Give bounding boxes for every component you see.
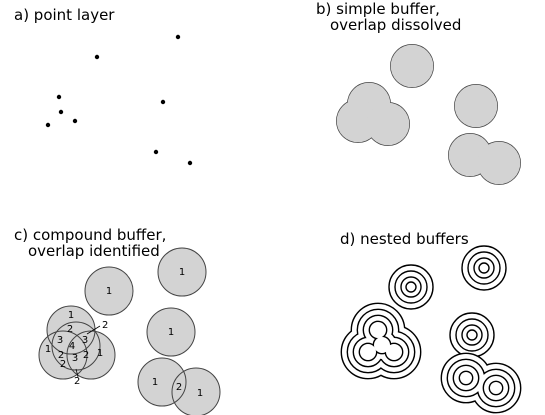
region-label: 1 bbox=[197, 388, 203, 399]
region-label: 1 bbox=[97, 348, 103, 359]
compound-buffer-outlines bbox=[38, 247, 221, 415]
point-marker bbox=[72, 118, 78, 124]
region-label: 1 bbox=[179, 267, 185, 278]
point-marker bbox=[58, 109, 64, 115]
region-label: 3 bbox=[82, 335, 88, 346]
point-marker bbox=[56, 94, 62, 100]
region-label: 2 bbox=[83, 350, 89, 361]
callout-line-right bbox=[86, 325, 101, 335]
panel-c-title-line2: overlap identified bbox=[28, 242, 160, 260]
region-label: 1 bbox=[45, 344, 51, 355]
region-label: 2 bbox=[176, 382, 182, 393]
point-marker bbox=[187, 160, 193, 166]
region-label: 4 bbox=[69, 341, 75, 352]
nested-group-mid bbox=[449, 312, 495, 358]
callout-label-bottom: 2 bbox=[74, 376, 80, 387]
point-marker bbox=[153, 149, 159, 155]
region-label: 1 bbox=[106, 286, 112, 297]
region-label: 2 bbox=[58, 350, 64, 361]
region-label: 1 bbox=[68, 310, 74, 321]
panel-b-title-line1: b) simple buffer, bbox=[316, 0, 440, 18]
point-marker bbox=[160, 99, 166, 105]
region-label: 3 bbox=[72, 353, 78, 364]
region-label: 1 bbox=[168, 327, 174, 338]
panel-c-compound-buffers: 1 1 1 1 2 1 1 2 1 2 3 4 3 2 3 2 1 2 2 bbox=[38, 247, 221, 415]
panel-c-title-line1: c) compound buffer, bbox=[14, 226, 166, 244]
nested-group-cluster bbox=[340, 302, 422, 380]
point-marker bbox=[45, 122, 51, 128]
region-label: 2 bbox=[67, 324, 73, 335]
point-marker bbox=[175, 34, 181, 40]
panel-b-title-line2: overlap dissolved bbox=[330, 16, 461, 34]
callout-line-bottom bbox=[75, 368, 79, 378]
region-label: 2 bbox=[60, 359, 66, 370]
callout-label-right: 2 bbox=[102, 320, 108, 331]
panel-d-title: d) nested buffers bbox=[340, 230, 469, 248]
dissolved-interior bbox=[336, 44, 521, 185]
nested-group-top bbox=[461, 245, 507, 291]
point-marker bbox=[94, 54, 100, 60]
nested-group-pair bbox=[440, 352, 522, 414]
panel-a-points bbox=[45, 34, 193, 166]
region-label: 3 bbox=[57, 335, 63, 346]
nested-group-upper-left bbox=[388, 264, 434, 310]
panel-b-dissolved-buffers bbox=[336, 44, 521, 185]
panel-d-nested-buffers bbox=[340, 245, 522, 414]
region-label: 1 bbox=[152, 377, 158, 388]
panel-a-title: a) point layer bbox=[14, 6, 115, 24]
